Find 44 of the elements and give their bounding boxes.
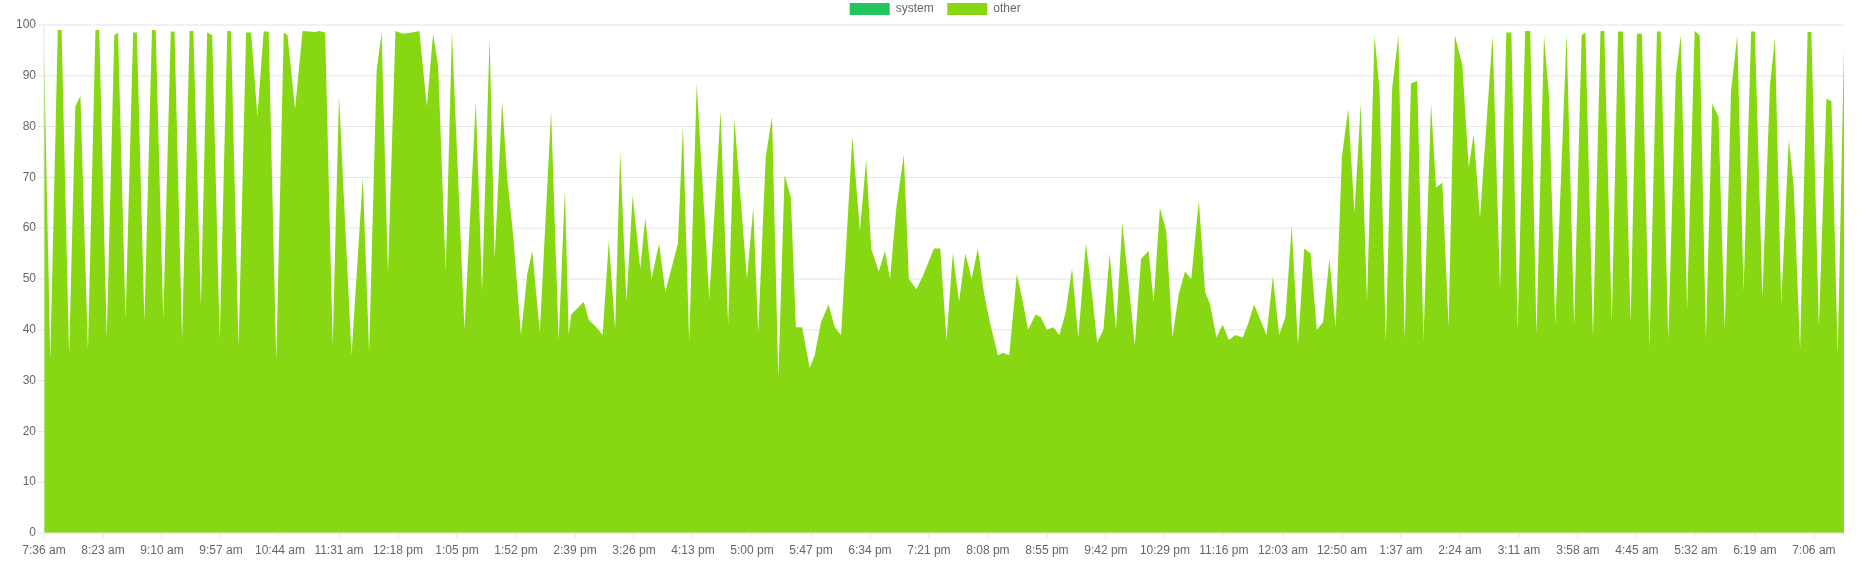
x-tick-label: 2:24 am bbox=[1438, 543, 1482, 558]
x-tick-label: 1:37 am bbox=[1379, 543, 1423, 558]
y-tick-label: 50 bbox=[22, 271, 37, 286]
x-tick-label: 6:34 pm bbox=[848, 543, 892, 558]
x-tick-label: 11:16 pm bbox=[1199, 543, 1249, 558]
x-tick-label: 9:10 am bbox=[140, 543, 184, 558]
x-tick-label: 12:18 pm bbox=[372, 543, 423, 558]
x-tick-label: 8:08 pm bbox=[966, 543, 1010, 558]
x-tick-label: 1:05 pm bbox=[435, 543, 479, 558]
x-tick-label: 4:13 pm bbox=[671, 543, 715, 558]
y-tick-label: 30 bbox=[22, 372, 37, 387]
y-tick-label: 100 bbox=[15, 17, 37, 32]
x-tick-label: 8:55 pm bbox=[1025, 543, 1069, 558]
x-tick-label: 9:42 pm bbox=[1084, 543, 1128, 558]
legend-label: system bbox=[895, 1, 934, 16]
x-tick-label: 7:21 pm bbox=[907, 543, 951, 558]
x-tick-label: 12:03 am bbox=[1257, 543, 1308, 558]
x-tick-label: 8:23 am bbox=[81, 543, 125, 558]
x-tick-label: 5:32 am bbox=[1674, 543, 1718, 558]
x-tick-label: 7:06 am bbox=[1792, 543, 1836, 558]
x-tick-label: 10:44 am bbox=[254, 543, 306, 558]
y-tick-label: 0 bbox=[29, 525, 37, 540]
x-tick-label: 3:58 am bbox=[1556, 543, 1600, 558]
x-tick-label: 5:47 pm bbox=[789, 543, 833, 558]
y-tick-label: 70 bbox=[22, 169, 37, 184]
x-tick-label: 1:52 pm bbox=[494, 543, 538, 558]
x-tick-label: 2:39 pm bbox=[553, 543, 597, 558]
y-tick-label: 90 bbox=[22, 67, 37, 82]
x-tick-label: 11:31 am bbox=[314, 543, 364, 558]
y-tick-label: 20 bbox=[22, 423, 37, 438]
y-tick-label: 80 bbox=[22, 118, 37, 133]
y-tick-label: 40 bbox=[22, 321, 37, 336]
x-tick-label: 9:57 am bbox=[199, 543, 243, 558]
x-tick-label: 5:00 pm bbox=[730, 543, 774, 558]
x-tick-label: 6:19 am bbox=[1733, 543, 1777, 558]
x-tick-label: 4:45 am bbox=[1615, 543, 1659, 558]
x-tick-label: 7:36 am bbox=[22, 543, 66, 558]
legend-label: other bbox=[993, 1, 1021, 16]
y-tick-label: 10 bbox=[22, 474, 37, 489]
x-tick-label: 3:11 am bbox=[1497, 543, 1541, 558]
y-tick-label: 60 bbox=[22, 220, 37, 235]
x-tick-label: 10:29 pm bbox=[1139, 543, 1190, 558]
x-tick-label: 12:50 am bbox=[1316, 543, 1367, 558]
x-tick-label: 3:26 pm bbox=[612, 543, 656, 558]
